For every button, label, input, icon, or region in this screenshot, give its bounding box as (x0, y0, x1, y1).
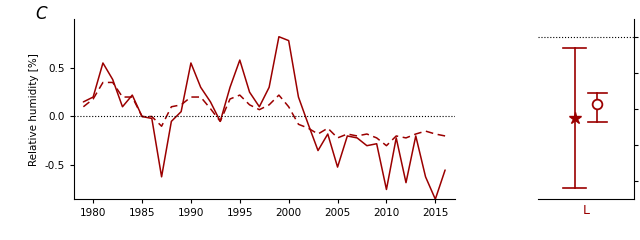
Y-axis label: Relative humidity [%]: Relative humidity [%] (29, 53, 39, 166)
Text: C: C (35, 5, 47, 23)
